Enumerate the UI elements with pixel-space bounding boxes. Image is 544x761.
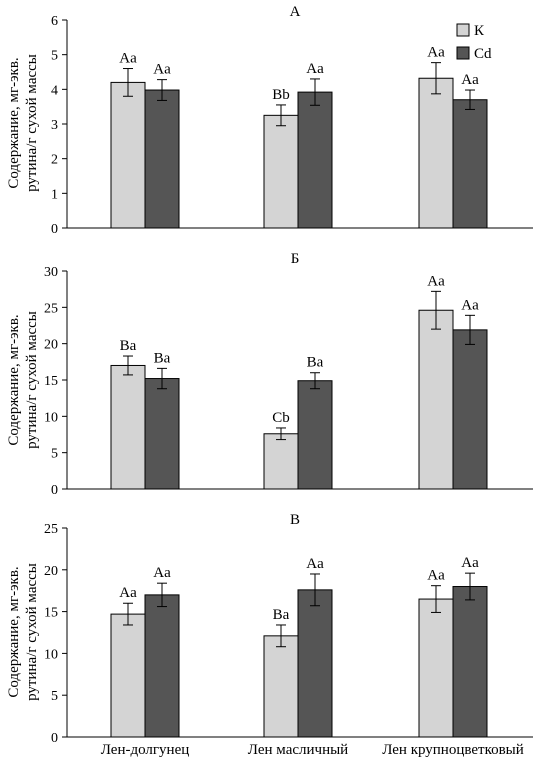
y-tick-label: 4 [51,83,58,98]
significance-label: Aa [427,273,445,289]
y-axis-label-line2: рутина/г сухой массы [24,54,40,192]
bar [452,586,488,738]
bar [144,378,180,490]
y-tick-label: 0 [51,483,58,498]
significance-label: Cb [272,410,290,426]
significance-labels: Aa Ba Aa Aa Aa Aa [119,555,479,623]
y-tick-label: 25 [44,301,58,316]
y-tick-label: 5 [51,49,58,64]
y-tick-label: 5 [51,689,58,704]
y-tick-label: 0 [51,731,58,746]
y-axis-label-line1: Содержание, мг-экв. [6,57,22,188]
bar [452,329,488,490]
bar [297,91,333,229]
bar [297,380,333,490]
significance-label: Ba [154,350,171,366]
bar [263,635,299,738]
significance-label: Aa [119,585,137,601]
y-tick-label: 10 [44,410,58,425]
legend-label-cadmium: Cd [474,46,492,62]
legend-swatch-cadmium [456,46,470,60]
bar [144,89,180,229]
significance-label: Aa [306,556,324,572]
significance-label: Aa [461,297,479,313]
y-tick-label: 30 [44,265,58,280]
chart-panel-a: А Содержание, мг-экв. рутина/г сухой мас… [6,4,533,237]
significance-label: Aa [427,45,445,61]
y-axis-label-line2: рутина/г сухой массы [24,563,40,701]
y-tick-label: 25 [44,522,58,537]
bar [110,81,146,229]
significance-label: Aa [306,61,324,77]
significance-label: Aa [119,51,137,67]
significance-label: Bb [272,87,290,103]
y-tick-label: 5 [51,447,58,462]
significance-label: Aa [427,568,445,584]
bar [144,594,180,738]
x-tick-label: Лен масличный [248,742,348,758]
bar [110,364,146,490]
legend: К Cd [456,23,492,62]
bar [297,589,333,738]
y-tick-label: 1 [51,187,58,202]
y-tick-label: 15 [44,374,58,389]
bar [418,598,454,738]
bar [110,613,146,738]
y-tick-label: 3 [51,118,58,133]
y-tick-label: 6 [51,14,58,29]
significance-label: Ba [307,355,324,371]
y-tick-label: 15 [44,606,58,621]
bars [110,572,488,738]
bars [110,290,488,490]
x-tick-label: Лен-долгунец [101,742,190,758]
y-tick-label: 20 [44,338,58,353]
y-axis-label-line1: Содержание, мг-экв. [6,314,22,445]
significance-label: Ba [273,607,290,623]
y-axis-label-line1: Содержание, мг-экв. [6,566,22,697]
significance-label: Aa [461,72,479,88]
y-tick-label: 20 [44,564,58,579]
y-axis-label-line2: рутина/г сухой массы [24,311,40,449]
significance-labels: Aa Bb Aa Aa Aa Aa [119,45,479,103]
panel-title: В [290,512,300,528]
y-tick-label: 0 [51,222,58,237]
panel-title: А [290,4,301,20]
legend-swatch-control [456,23,470,37]
legend-label-control: К [474,23,485,39]
bars [110,62,488,229]
bar [452,99,488,229]
y-tick-label: 10 [44,647,58,662]
chart-panel-b: Б Содержание, мг-экв. рутина/г сухой мас… [6,251,533,498]
bar [418,77,454,229]
bar [263,114,299,229]
chart-panel-c: В Содержание, мг-экв. рутина/г сухой мас… [6,512,533,758]
x-tick-labels: Лен-долгунец Лен масличный Лен крупноцветк… [101,742,524,758]
panel-title: Б [291,251,300,267]
significance-label: Aa [153,62,171,78]
x-tick-label: Лен крупноцветковый [382,742,524,758]
significance-label: Aa [461,555,479,571]
y-tick-label: 2 [51,153,58,168]
significance-label: Ba [120,338,137,354]
bar [418,309,454,490]
significance-labels: Ba Cb Aa Ba Ba Aa [120,273,479,426]
significance-label: Aa [153,565,171,581]
bar [263,433,299,490]
